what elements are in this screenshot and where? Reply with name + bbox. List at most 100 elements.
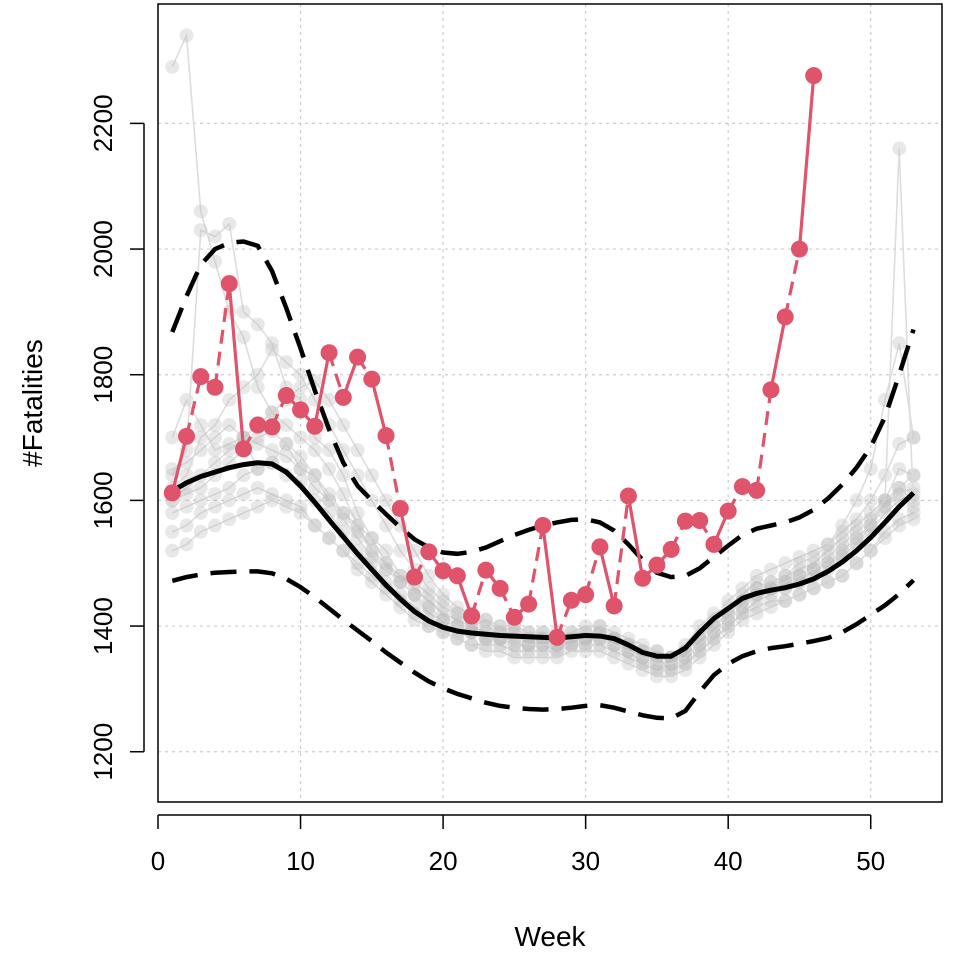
history-point [763,600,778,615]
history-line [171,380,915,659]
history-point [450,631,465,646]
highlight-point [548,628,566,646]
highlight-point [762,381,780,399]
highlight-point [805,67,823,85]
history-point [678,663,693,678]
history-point [222,480,237,495]
highlight-point [334,388,352,406]
highlight-segment [384,435,402,509]
highlight-point [705,535,723,553]
history-line [171,499,914,678]
history-point [293,430,308,445]
highlight-segment [370,378,388,437]
highlight-point [648,556,666,574]
highlight-segment [313,352,331,427]
highlight-point [591,538,609,556]
history-point [250,480,265,495]
history-point [379,493,394,508]
history-point [892,336,907,351]
history-point [635,656,650,671]
history-point [222,417,237,432]
current-season-series [163,67,823,646]
history-point [293,367,308,382]
y-tick-label: 1600 [88,471,118,529]
highlight-point [719,502,737,520]
highlight-segment [213,283,231,388]
history-point [849,524,864,539]
history-point [222,512,237,527]
history-point [279,449,294,464]
highlight-segment [783,248,802,318]
history-point [550,644,565,659]
x-tick-label: 20 [429,846,458,876]
history-point [279,417,294,432]
x-tick-label: 10 [286,846,315,876]
history-point [179,499,194,514]
history-point [379,543,394,558]
history-point [820,537,835,552]
history-point [820,549,835,564]
history-point [749,568,764,583]
history-point [336,468,351,483]
highlight-point [491,579,509,597]
history-point [877,499,892,514]
history-point [236,304,251,319]
history-point [493,644,508,659]
history-point [535,644,550,659]
history-point [507,644,522,659]
history-point [521,637,536,652]
y-tick-label: 2200 [88,94,118,152]
history-point [678,650,693,665]
highlight-point [220,275,238,293]
history-point [393,543,408,558]
history-point [279,493,294,508]
highlight-segment [527,525,545,605]
history-point [179,392,194,407]
highlight-point [363,370,381,388]
history-point [307,443,322,458]
history-point [478,637,493,652]
history-point [165,524,180,539]
highlight-point [263,418,281,436]
history-point [336,417,351,432]
history-point [664,669,679,684]
highlight-point [420,543,438,561]
history-point [407,587,422,602]
history-point [236,468,251,483]
history-point [208,254,223,269]
highlight-segment [797,75,816,250]
history-point [578,619,593,634]
history-point [279,355,294,370]
highlight-point [163,484,181,502]
history-point [208,499,223,514]
history-point [478,612,493,627]
history-point [721,625,736,640]
highlight-point [206,378,224,396]
history-point [193,505,208,520]
highlight-point [406,568,424,586]
history-point [193,493,208,508]
history-point [293,461,308,476]
history-point [778,593,793,608]
history-point [364,468,379,483]
history-point [265,487,280,502]
x-tick-label: 30 [571,846,600,876]
history-point [706,625,721,640]
historical-seasons [165,28,921,684]
highlight-segment [755,389,773,491]
history-point [179,518,194,533]
history-point [322,493,337,508]
highlight-point [434,562,452,580]
history-point [664,663,679,678]
history-point [265,336,280,351]
history-point [208,487,223,502]
highlight-point [520,595,538,613]
history-point [236,505,251,520]
history-point [607,644,622,659]
history-point [792,587,807,602]
history-line [171,148,915,665]
highlight-segment [541,525,559,638]
history-point [649,663,664,678]
history-point [692,650,707,665]
history-point [892,461,907,476]
